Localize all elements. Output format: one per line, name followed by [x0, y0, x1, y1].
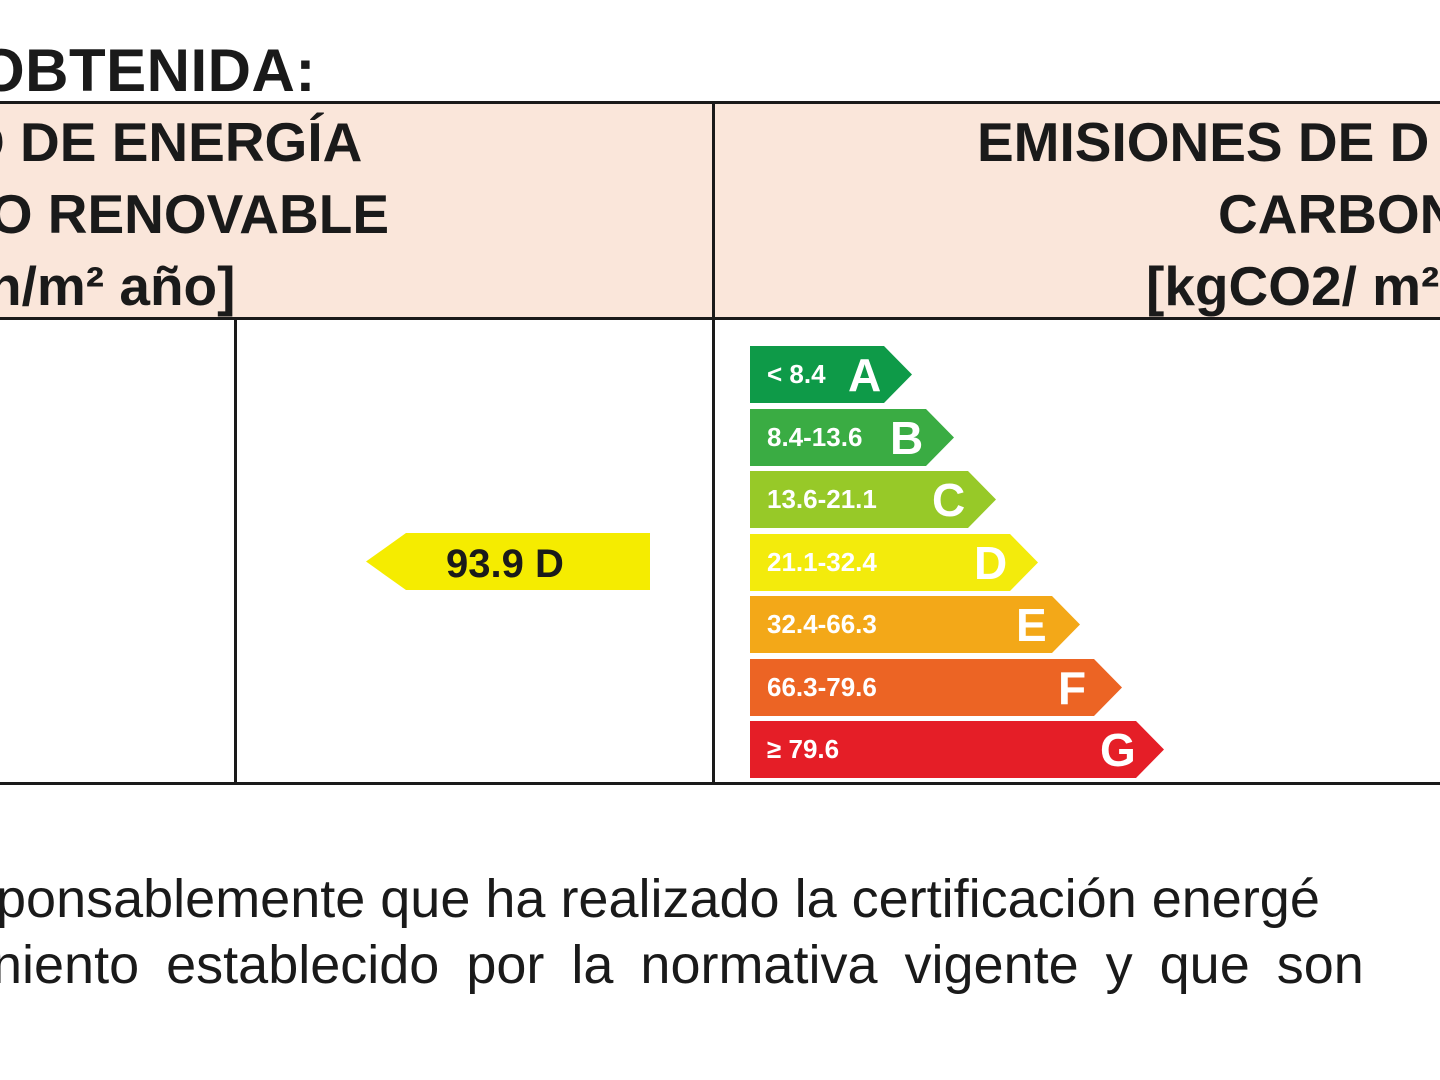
scale-bar-d: 21.1-32.4 D [750, 533, 1052, 591]
scale-bar-shape-b [750, 408, 954, 466]
scale-letter-e: E [1016, 599, 1047, 651]
energy-rating-indicator: 93.9 D [366, 533, 650, 590]
scale-bar-shape-e [750, 596, 1080, 653]
scale-letter-f: F [1058, 661, 1087, 714]
emissions-header-line-2: CARBON [1218, 183, 1440, 245]
emissions-column-header: EMISIONES DE D CARBON [kgCO2/ m² [0, 106, 1440, 318]
energy-header-line-3: n/m² año] [0, 255, 236, 317]
scale-range-g: ≥ 79.6 [767, 734, 840, 764]
scale-letter-c: C [932, 474, 966, 526]
footer-text-line-2: niento establecido por la normativa vige… [0, 935, 1364, 995]
scale-bar-c: 13.6-21.1 C [750, 471, 1010, 528]
table-column-divider-main [712, 101, 715, 785]
scale-bar-g: ≥ 79.6 G [750, 721, 1178, 778]
scale-range-f: 66.3-79.6 [767, 671, 877, 702]
table-bottom-border [0, 782, 1440, 785]
scale-range-a: < 8.4 [767, 359, 826, 389]
section-title: OBTENIDA: [0, 37, 316, 104]
scale-range-c: 13.6-21.1 [767, 484, 877, 514]
emissions-header-line-1: EMISIONES DE D [977, 111, 1430, 173]
emissions-header-line-3: [kgCO2/ m² [1146, 255, 1440, 317]
scale-bar-shape-g [750, 721, 1164, 778]
scale-letter-g: G [1100, 724, 1136, 776]
rating-arrow-shape [366, 533, 650, 590]
scale-bar-b: 8.4-13.6 B [750, 408, 968, 466]
scale-letter-a: A [848, 349, 882, 401]
energy-header-line-1: O DE ENERGÍA [0, 111, 363, 173]
rating-value: 93.9 D [446, 542, 564, 586]
scale-bar-shape-c [750, 471, 996, 528]
scale-letter-b: B [890, 411, 924, 464]
table-header-background [0, 103, 1440, 318]
table-column-divider-left [234, 317, 237, 785]
scale-bar-shape-a [750, 346, 912, 403]
scale-bar-shape-f [750, 658, 1122, 716]
energy-column-header: O DE ENERGÍA NO RENOVABLE n/m² año] [0, 106, 389, 322]
scale-range-e: 32.4-66.3 [767, 609, 877, 639]
scale-range-d: 21.1-32.4 [767, 546, 877, 577]
footer-text-line-1: ponsablemente que ha realizado la certif… [0, 869, 1320, 929]
energy-header-line-2: NO RENOVABLE [0, 183, 390, 245]
scale-bar-e: 32.4-66.3 E [750, 596, 1094, 653]
scale-bar-f: 66.3-79.6 F [750, 658, 1136, 716]
scale-letter-d: D [974, 536, 1008, 589]
scale-bar-shape-d [750, 533, 1038, 591]
table-top-border [0, 101, 1440, 104]
scale-bar-a: < 8.4 A [750, 346, 926, 403]
scale-range-b: 8.4-13.6 [767, 421, 863, 452]
table-header-divider [0, 317, 1440, 320]
